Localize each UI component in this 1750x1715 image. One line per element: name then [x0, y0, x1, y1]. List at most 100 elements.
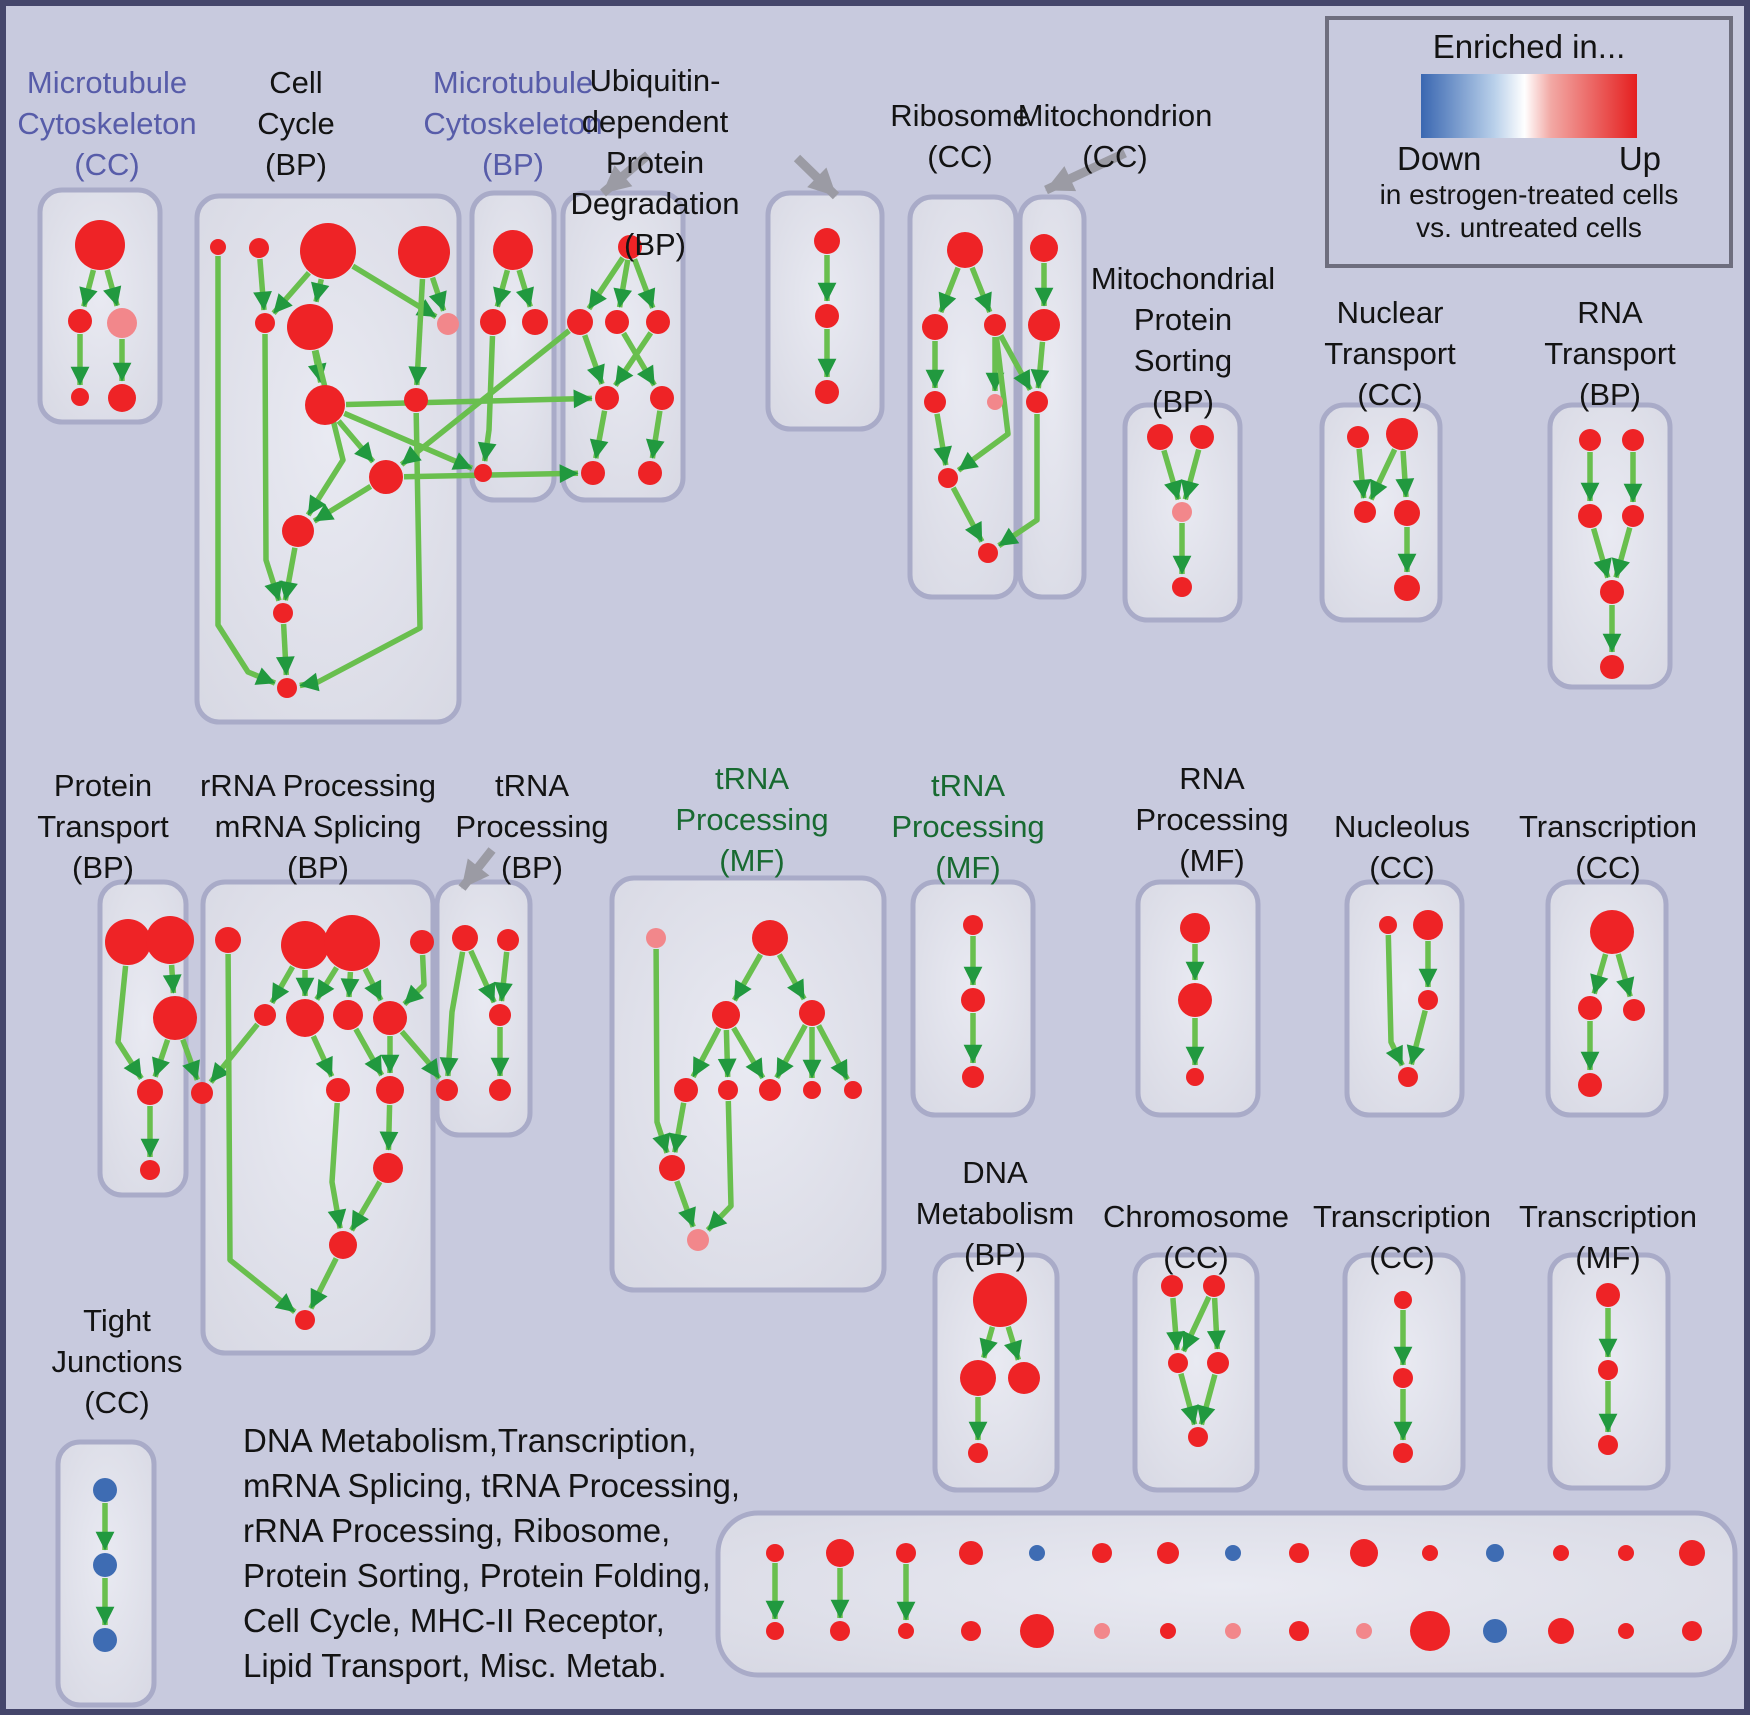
node-misc-cluster-b1 [766, 1622, 784, 1640]
group-box-nucleolus [1344, 879, 1465, 1118]
node-transcription-cc-1-l [1578, 996, 1602, 1020]
node-rrna-processing-r2 [286, 999, 324, 1037]
node-nucleolus-a [1379, 916, 1397, 934]
edge-arrow [652, 948, 671, 1154]
node-rrna-processing-v [329, 1231, 357, 1259]
node-microtubule-cc-c [71, 388, 89, 406]
node-protein-transport-t1 [105, 919, 151, 965]
legend-subtitle-2: vs. untreated cells [1416, 212, 1642, 243]
node-ribosome-t [947, 232, 983, 268]
node-misc-cluster-b13 [1548, 1618, 1574, 1644]
edges-layer [70, 255, 1643, 1626]
node-cell-cycle-a [210, 239, 226, 255]
node-mitochondrion-c1 [1030, 234, 1058, 262]
node-ubiquitin-1-t [618, 235, 642, 259]
edge-arrow [956, 336, 1011, 473]
node-cell-cycle-d [398, 226, 450, 278]
edge-arrow [998, 334, 1033, 392]
node-rrna-processing-w [295, 1310, 315, 1330]
edge-arrow [1197, 1373, 1218, 1426]
edge-arrow [631, 258, 656, 309]
edge-arrow [1004, 1325, 1022, 1361]
node-ribosome-c [924, 391, 946, 413]
node-ribosome-b [984, 314, 1006, 336]
edge-arrow [1611, 526, 1633, 579]
node-misc-cluster-b9 [1289, 1621, 1309, 1641]
edge-arrow [717, 1029, 737, 1078]
node-trna-processing-mf-2-n1 [963, 915, 983, 935]
node-ubiquitin-1-r2a [567, 309, 593, 335]
edge-arrow [493, 269, 512, 308]
edge-arrow [314, 966, 339, 1001]
node-misc-cluster-t11 [1422, 1545, 1438, 1561]
edge-arrow [1590, 527, 1612, 579]
node-cell-cycle-b [249, 238, 269, 258]
node-trna-processing-mf-2-n3 [962, 1066, 984, 1088]
node-mito-protein-sorting-b [1190, 425, 1214, 449]
edge-arrow [428, 276, 447, 312]
node-rna-transport-c [1578, 504, 1602, 528]
edge-arrow [343, 410, 474, 471]
edge-arrow [1385, 934, 1405, 1067]
node-misc-cluster-b3 [898, 1623, 914, 1639]
edge-arrow [1352, 448, 1372, 499]
node-misc-cluster-t10 [1350, 1539, 1378, 1567]
edge-arrow [399, 1029, 442, 1080]
edge-arrow [1395, 450, 1415, 498]
node-nucleolus-c [1418, 990, 1438, 1010]
node-protein-transport-lf [140, 1160, 160, 1180]
node-mito-protein-sorting-c [1172, 502, 1192, 522]
edge-arrow [705, 1100, 734, 1232]
edge-arrow [340, 971, 360, 998]
edge-arrow [408, 278, 428, 386]
edge-arrow [208, 1022, 260, 1084]
node-chromosome-a [1161, 1275, 1183, 1297]
group-box-transcription-cc-1 [1545, 879, 1669, 1118]
node-tight-junctions-n1 [93, 1478, 117, 1502]
node-trna-processing-mf-1-b4 [803, 1081, 821, 1099]
node-protein-transport-c1 [137, 1079, 163, 1105]
node-cell-cycle-j [369, 460, 403, 494]
misc-category-list: DNA Metabolism,Transcription, mRNA Splici… [243, 1422, 741, 1684]
node-microtubule-cc-t [75, 220, 125, 270]
node-microtubule-cc-b [107, 308, 137, 338]
edge-arrow [279, 547, 298, 601]
node-protein-transport-m [153, 996, 197, 1040]
edge-arrow [262, 333, 283, 602]
edge-arrow [353, 1027, 385, 1077]
node-microtubule-bp-c2 [522, 309, 548, 335]
node-trna-processing-mf-2-n2 [961, 988, 985, 1012]
node-misc-cluster-b2 [830, 1621, 850, 1641]
node-trna-processing-bp-b [497, 929, 519, 951]
edge-arrow [1615, 953, 1635, 998]
node-rna-transport-e [1600, 580, 1624, 604]
node-rrna-processing-s1 [326, 1078, 350, 1102]
node-cell-cycle-f [287, 304, 333, 350]
legend-gradient-bar [1421, 74, 1637, 138]
node-misc-cluster-b14 [1618, 1623, 1634, 1639]
edge-arrow [1368, 448, 1398, 501]
edge-arrow [1590, 953, 1609, 995]
node-ubiquitin-2-b [815, 304, 839, 328]
node-rna-processing-mf-n2 [1178, 983, 1212, 1017]
node-misc-cluster-t15 [1679, 1540, 1705, 1566]
node-rna-transport-d [1622, 505, 1644, 527]
node-ubiquitin-1-r3a [595, 386, 619, 410]
node-misc-cluster-b12 [1483, 1619, 1507, 1643]
annotation-arrow [458, 847, 496, 891]
edge-arrow [439, 951, 466, 1077]
edge-arrow [1180, 448, 1202, 501]
annotation-arrow [600, 151, 651, 197]
edge-arrow [327, 1102, 347, 1229]
node-trna-processing-bp-a [452, 925, 478, 951]
node-nuclear-transport-b [1386, 418, 1418, 450]
edge-arrow [477, 335, 497, 462]
node-transcription-cc-2-n2 [1393, 1368, 1413, 1388]
node-transcription-mf-n3 [1598, 1435, 1618, 1455]
edge-arrow [79, 269, 98, 308]
node-dna-metabolism-l [960, 1360, 996, 1396]
edge-arrow [690, 1026, 722, 1079]
node-cell-cycle-k [282, 515, 314, 547]
